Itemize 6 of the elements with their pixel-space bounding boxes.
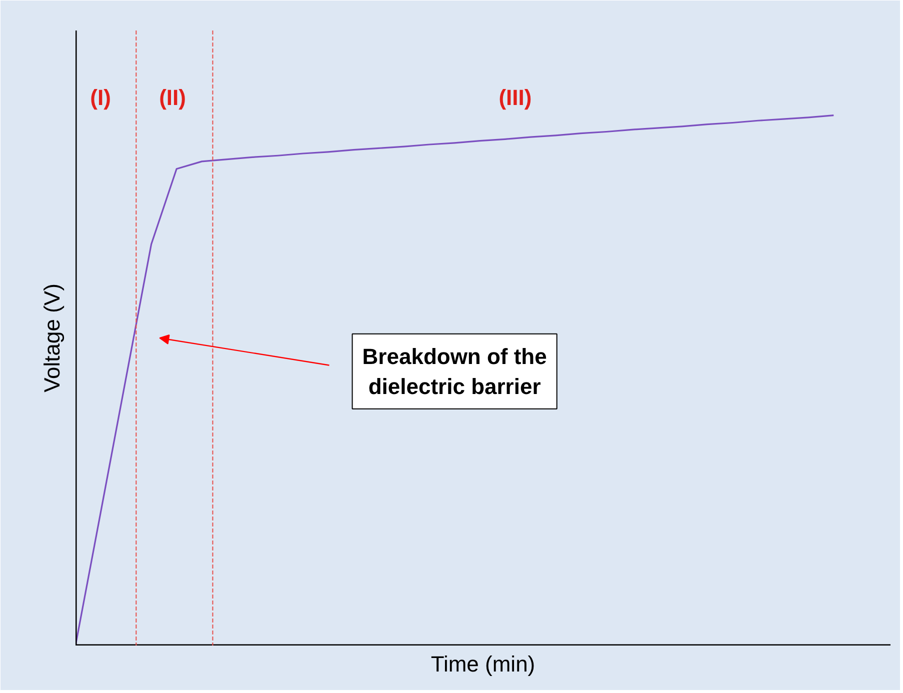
text: (II) xyxy=(159,85,186,110)
x-axis-title: Time (min) xyxy=(430,652,536,676)
annotation: Breakdown of the dielectric barrier xyxy=(362,344,547,399)
text: (I) xyxy=(90,85,111,110)
y-axis-title: Voltage (V) xyxy=(40,284,64,392)
text: (III) xyxy=(498,85,532,110)
